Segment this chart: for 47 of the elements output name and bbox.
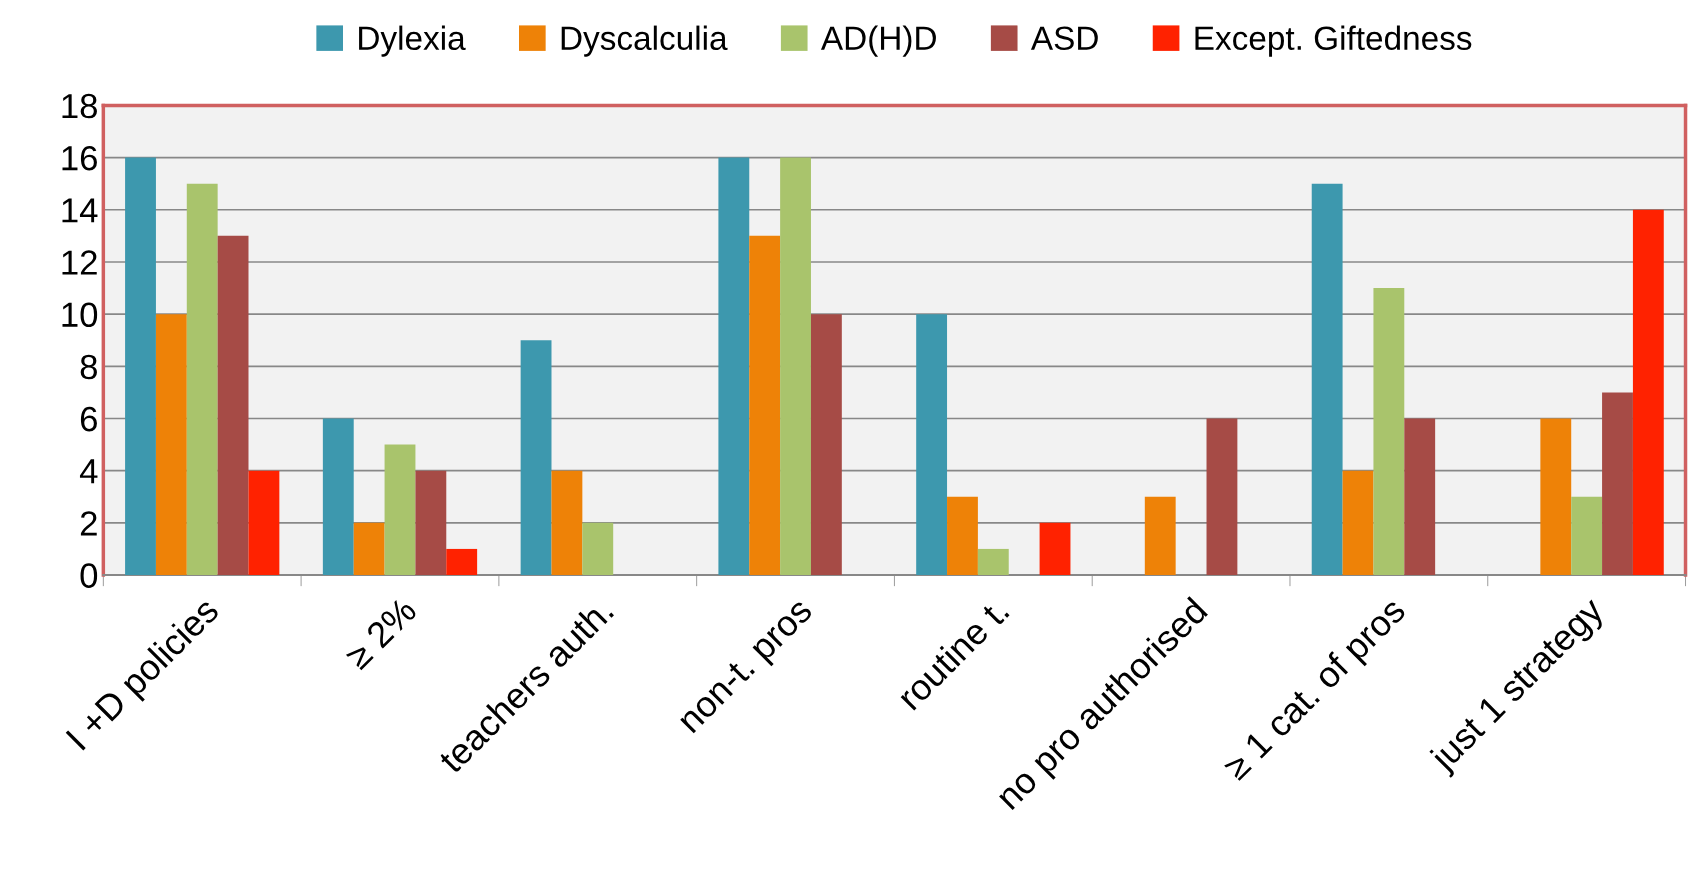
y-tick-label: 8 [80, 354, 97, 380]
bar [155, 314, 187, 576]
legend-label: Except. Giftedness [1195, 25, 1472, 57]
bar [353, 522, 385, 576]
bar [186, 183, 218, 576]
bar [415, 470, 447, 576]
y-tick-label: 6 [80, 406, 97, 432]
bar [1632, 209, 1664, 576]
bar [977, 548, 1009, 576]
bar [520, 340, 552, 576]
bar [217, 235, 249, 576]
y-tick-label: 16 [62, 145, 97, 171]
legend-label: AD(H)D [820, 25, 936, 57]
bar [1540, 418, 1572, 576]
legend-label: ASD [1030, 26, 1098, 51]
bar [810, 314, 842, 576]
bar [384, 444, 416, 576]
bar [780, 157, 811, 576]
y-tick-label: 10 [62, 302, 98, 328]
bar [718, 157, 750, 576]
bar [1571, 496, 1603, 576]
bar [1039, 522, 1071, 576]
bar [125, 157, 156, 576]
x-tick-label: ≥ 2% [343, 596, 418, 671]
bar [1373, 288, 1405, 576]
bar [582, 522, 614, 576]
bar [248, 470, 280, 576]
legend-label: Dyscalculia [561, 25, 728, 57]
y-tick-label: 0 [80, 563, 98, 588]
y-tick-label: 12 [62, 250, 97, 275]
bar [551, 470, 583, 576]
bar [749, 235, 781, 576]
bar [1311, 183, 1343, 576]
y-tick-label: 2 [80, 511, 97, 536]
bar [1342, 470, 1374, 576]
bar [1144, 496, 1176, 576]
bar [1602, 392, 1633, 576]
y-tick-label: 4 [79, 459, 98, 484]
bar [446, 548, 478, 576]
bar [916, 314, 948, 576]
legend-label: Dylexia [359, 25, 466, 57]
y-tick-label: 14 [62, 198, 98, 223]
y-tick-label: 18 [62, 93, 97, 119]
bar [947, 496, 978, 576]
bar [1404, 418, 1436, 576]
bar [322, 418, 354, 576]
bar [1206, 418, 1238, 576]
